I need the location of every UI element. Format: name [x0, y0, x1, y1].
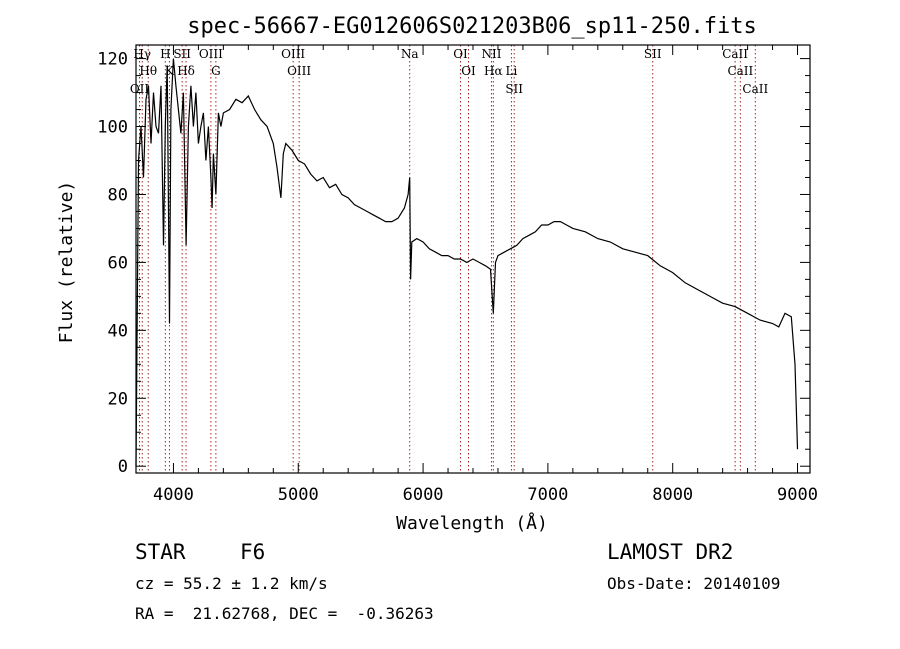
chart-title: spec-56667-EG012606S021203B06_sp11-250.f…	[187, 14, 757, 39]
line-marker-label: SII	[644, 47, 662, 61]
spectrum-line	[135, 58, 799, 467]
line-marker-label: SII	[173, 47, 191, 61]
line-marker-label: CaII	[722, 47, 748, 61]
line-marker-label: OII	[130, 82, 150, 96]
line-marker-label: Hδ	[177, 64, 195, 78]
redshift-cz: cz = 55.2 ± 1.2 km/s	[135, 574, 328, 593]
survey-name: LAMOST DR2	[607, 540, 734, 564]
line-marker-label: K	[165, 64, 175, 78]
line-marker-label: H	[160, 47, 170, 61]
x-tick-label: 5000	[278, 485, 319, 505]
y-tick-label: 40	[108, 321, 128, 341]
line-marker-label: OIII	[287, 64, 311, 78]
line-marker-label: CaII	[742, 82, 768, 96]
y-tick-label: 80	[108, 185, 128, 205]
y-axis-label: Flux (relative)	[56, 181, 77, 344]
x-tick-label: 7000	[527, 485, 568, 505]
object-class: STAR	[135, 540, 186, 564]
x-axis: 4000 5000 6000 7000 8000 9000	[153, 45, 818, 505]
ra-dec: RA = 21.62768, DEC = -0.36263	[135, 604, 434, 623]
line-marker-label: CaII	[727, 64, 753, 78]
line-marker-label: Na	[401, 47, 419, 61]
line-marker-label: Hγ	[133, 47, 151, 61]
line-marker-label: OIII	[281, 47, 305, 61]
line-marker-label: SII	[505, 82, 523, 96]
line-marker-label: NII	[481, 47, 501, 61]
y-tick-label: 60	[108, 253, 128, 273]
line-marker-label: OI	[461, 64, 476, 78]
x-axis-label: Wavelength (Å)	[396, 512, 548, 534]
line-marker-label: Hα	[484, 64, 503, 78]
line-marker-label: Hθ	[139, 64, 157, 78]
line-marker-label: OI	[453, 47, 468, 61]
observation-date: Obs-Date: 20140109	[607, 574, 781, 593]
y-tick-label: 20	[108, 389, 128, 409]
object-subclass: F6	[240, 540, 266, 564]
x-tick-label: 4000	[153, 485, 194, 505]
y-tick-label: 0	[118, 457, 128, 477]
y-tick-label: 120	[97, 50, 128, 70]
line-marker-label: OIII	[199, 47, 223, 61]
y-axis: 0 20 40 60 80 100 120	[97, 50, 810, 477]
x-tick-label: 8000	[652, 485, 693, 505]
x-tick-label: 9000	[777, 485, 818, 505]
line-marker-label: G	[211, 64, 221, 78]
line-marker-labels: Hγ Hθ OII HK SII Hδ OIII G OIII OIII Na OI OI NII Hα Li…	[130, 47, 769, 96]
line-markers	[138, 45, 756, 473]
x-tick-label: 6000	[403, 485, 444, 505]
y-tick-label: 100	[97, 118, 128, 138]
line-marker-label: Li	[506, 64, 518, 78]
